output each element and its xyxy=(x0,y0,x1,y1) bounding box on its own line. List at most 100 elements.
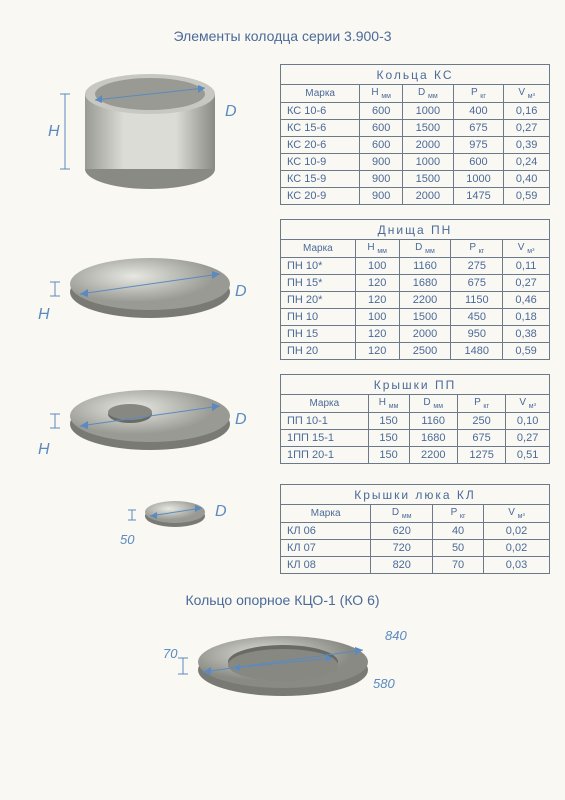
cell: 150 xyxy=(368,430,409,447)
cell: 1500 xyxy=(403,170,454,187)
cell: КС 10-9 xyxy=(281,153,360,170)
cell: ПН 15* xyxy=(281,274,356,291)
cell: 1500 xyxy=(403,119,454,136)
cell: 1ПП 15-1 xyxy=(281,430,369,447)
col-header: Марка xyxy=(281,239,356,257)
table-row: ПН 20120250014800,59 xyxy=(281,342,550,359)
cell: 120 xyxy=(355,274,399,291)
table-row: 1ПП 20-1150220012750,51 xyxy=(281,447,550,464)
cell: 900 xyxy=(360,170,403,187)
cell: ПП 10-1 xyxy=(281,413,369,430)
cell: 1000 xyxy=(453,170,504,187)
col-header: Марка xyxy=(281,395,369,413)
cell: ПН 20 xyxy=(281,342,356,359)
table-row: ПН 15*12016806750,27 xyxy=(281,274,550,291)
cell: 0,46 xyxy=(503,291,550,308)
cell: КЛ 06 xyxy=(281,523,371,540)
col-header: D мм xyxy=(371,505,433,523)
cell: ПН 10 xyxy=(281,308,356,325)
cell: 0,10 xyxy=(506,413,550,430)
diagram-hatch: D 50 xyxy=(0,474,280,584)
table-row: ПН 20*120220011500,46 xyxy=(281,291,550,308)
col-header: Марка xyxy=(281,505,371,523)
cell: 720 xyxy=(371,540,433,557)
cell: 1150 xyxy=(451,291,503,308)
table-row: КС 15-9900150010000,40 xyxy=(281,170,550,187)
cell: 100 xyxy=(355,257,399,274)
cell: 0,02 xyxy=(483,540,549,557)
col-header: V м³ xyxy=(506,395,550,413)
table-ks: Кольца КС МаркаH ммD ммP кгV м³КС 10-660… xyxy=(280,64,550,205)
cell: КС 15-6 xyxy=(281,119,360,136)
cell: КС 10-6 xyxy=(281,102,360,119)
table-row: ПН 10*10011602750,11 xyxy=(281,257,550,274)
col-header: V м³ xyxy=(483,505,549,523)
cell: 2200 xyxy=(409,447,457,464)
table-row: ПН 1010015004500,18 xyxy=(281,308,550,325)
cell: 2000 xyxy=(399,325,451,342)
col-header: D мм xyxy=(409,395,457,413)
cell: 600 xyxy=(360,102,403,119)
cell: 675 xyxy=(453,119,504,136)
cell: 150 xyxy=(368,447,409,464)
svg-text:H: H xyxy=(38,306,50,323)
svg-text:H: H xyxy=(48,123,60,140)
col-header: P кг xyxy=(457,395,505,413)
cell: 70 xyxy=(433,557,484,574)
cell: 1680 xyxy=(399,274,451,291)
cell: 600 xyxy=(360,136,403,153)
cell: 40 xyxy=(433,523,484,540)
cell: 0,27 xyxy=(504,119,550,136)
cell: 675 xyxy=(451,274,503,291)
cell: 0,27 xyxy=(506,430,550,447)
inner-dim: 580 xyxy=(373,676,395,691)
cell: 1000 xyxy=(403,102,454,119)
cell: 2500 xyxy=(399,342,451,359)
cell: 0,59 xyxy=(504,187,550,204)
col-header: P кг xyxy=(453,84,504,102)
svg-text:D: D xyxy=(225,103,237,120)
table-row: КС 10-660010004000,16 xyxy=(281,102,550,119)
cell: 0,40 xyxy=(504,170,550,187)
cell: 1160 xyxy=(409,413,457,430)
table-row: КС 20-9900200014750,59 xyxy=(281,187,550,204)
col-header: H мм xyxy=(360,84,403,102)
table-row: КС 10-990010006000,24 xyxy=(281,153,550,170)
cell: КС 20-6 xyxy=(281,136,360,153)
cell: 0,59 xyxy=(503,342,550,359)
col-header: P кг xyxy=(433,505,484,523)
table-row: КЛ 07720500,02 xyxy=(281,540,550,557)
svg-text:D: D xyxy=(215,503,227,520)
table-row: КС 20-660020009750,39 xyxy=(281,136,550,153)
cell: 0,03 xyxy=(483,557,549,574)
cell: 1500 xyxy=(399,308,451,325)
diagram-bottom: D H xyxy=(0,214,280,364)
cell: 600 xyxy=(360,119,403,136)
cell: ПН 20* xyxy=(281,291,356,308)
table-title: Кольца КС xyxy=(280,64,550,84)
svg-text:D: D xyxy=(235,283,247,300)
cell: 100 xyxy=(355,308,399,325)
cell: КЛ 07 xyxy=(281,540,371,557)
col-header: V м³ xyxy=(503,239,550,257)
cell: 120 xyxy=(355,291,399,308)
col-header: H мм xyxy=(355,239,399,257)
col-header: P кг xyxy=(451,239,503,257)
diagram-support-ring: 840 580 70 xyxy=(103,610,463,720)
page-title: Элементы колодца серии 3.900-3 xyxy=(0,0,565,54)
cell: 620 xyxy=(371,523,433,540)
section-pn: D H Днища ПН МаркаH ммD ммP кгV м³ПН 10*… xyxy=(0,214,565,364)
cell: 0,24 xyxy=(504,153,550,170)
cell: 400 xyxy=(453,102,504,119)
table-row: 1ПП 15-115016806750,27 xyxy=(281,430,550,447)
table-row: ПП 10-115011602500,10 xyxy=(281,413,550,430)
cell: 900 xyxy=(360,187,403,204)
table-row: КС 15-660015006750,27 xyxy=(281,119,550,136)
col-header: H мм xyxy=(368,395,409,413)
cell: 1680 xyxy=(409,430,457,447)
table-pn: Днища ПН МаркаH ммD ммP кгV м³ПН 10*1001… xyxy=(280,219,550,360)
table-title: Крышки ПП xyxy=(280,374,550,394)
cell: 275 xyxy=(451,257,503,274)
cell: 0,51 xyxy=(506,447,550,464)
cell: КС 20-9 xyxy=(281,187,360,204)
